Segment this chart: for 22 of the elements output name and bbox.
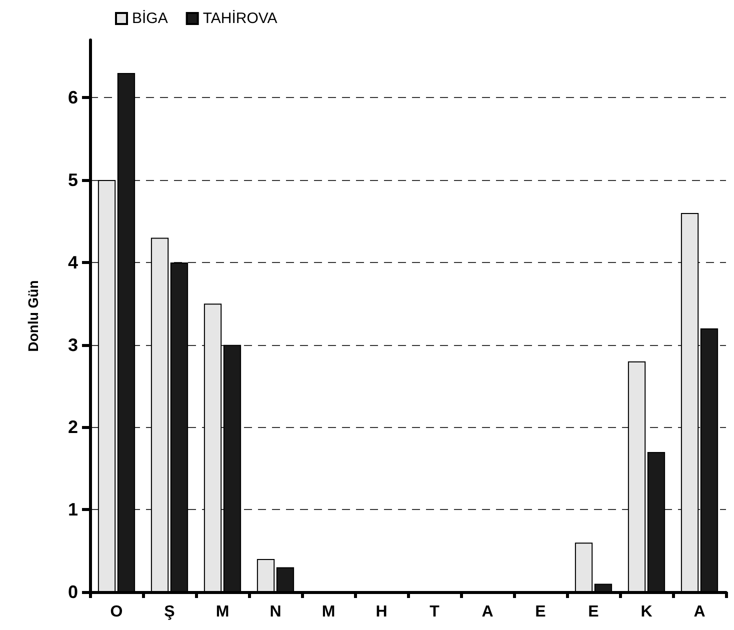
x-tick-label: H <box>376 604 388 620</box>
y-tick-label: 3 <box>68 334 78 355</box>
y-axis-title: Donlu Gün <box>25 280 41 352</box>
x-tick-label: M <box>216 604 230 620</box>
y-tick-label: 4 <box>68 252 78 272</box>
x-tick-label: E <box>588 604 600 620</box>
y-tick-label: 2 <box>68 417 78 438</box>
x-tick-label: M <box>322 604 336 620</box>
y-tick-label: 6 <box>68 88 78 108</box>
x-tick-label: K <box>640 604 653 620</box>
x-tick-label: E <box>535 604 546 620</box>
x-tick-label: N <box>270 604 282 620</box>
legend-label: TAHİROVA <box>202 9 278 27</box>
y-tick-label: 1 <box>68 500 78 520</box>
x-tick-label: T <box>430 604 440 620</box>
y-tick-label: 5 <box>68 170 78 190</box>
x-tick-label: O <box>110 604 123 620</box>
x-tick-label: A <box>482 604 494 620</box>
x-tick-label: Ş <box>164 604 176 620</box>
legend-label: BİGA <box>132 9 168 27</box>
y-tick-label: 0 <box>68 582 78 602</box>
x-tick-label: A <box>694 604 706 620</box>
